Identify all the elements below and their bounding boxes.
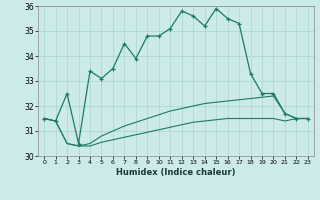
X-axis label: Humidex (Indice chaleur): Humidex (Indice chaleur) — [116, 168, 236, 177]
